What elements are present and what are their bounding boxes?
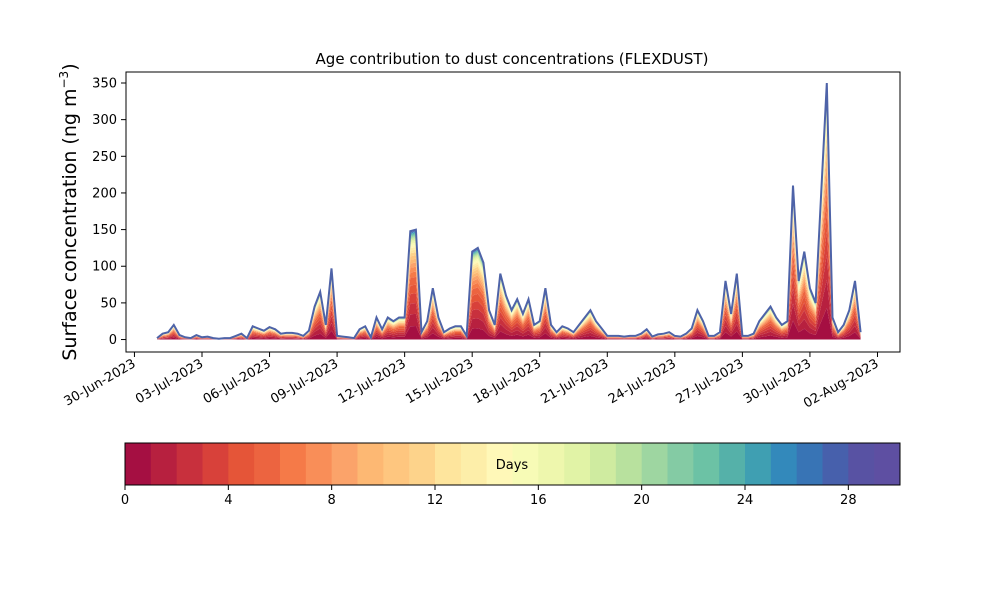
colorbar-bin [693,443,720,485]
colorbar-bin [228,443,255,485]
colorbar-tick-label: 28 [840,493,857,508]
colorbar-bin [331,443,358,485]
colorbar-bin [202,443,229,485]
colorbar-tick-label: 24 [737,493,754,508]
colorbar-tick-label: 16 [530,493,547,508]
svg-text:Surface concentration (ng m−3): Surface concentration (ng m−3) [57,63,81,360]
y-axis: 0 50 100 150 200 250 300 350 [92,76,126,348]
colorbar-bin [590,443,617,485]
plot-frame [125,71,901,353]
colorbar-tick-label: 12 [427,493,444,508]
x-tick-label: 12-Jul-2023 [336,356,409,407]
colorbar [125,443,901,485]
x-tick-label: 09-Jul-2023 [268,356,341,407]
y-tick-label: 0 [109,333,117,348]
x-tick-label: 15-Jul-2023 [403,356,476,407]
colorbar-tick-label: 4 [224,493,232,508]
x-tick-label: 24-Jul-2023 [606,356,679,407]
colorbar-bin [357,443,384,485]
colorbar-tick-label: 8 [328,493,336,508]
y-tick-label: 200 [92,186,117,201]
y-tick-label: 300 [92,113,117,128]
colorbar-bin [641,443,668,485]
y-tick-label: 100 [92,260,117,275]
colorbar-bin [848,443,875,485]
y-axis-label-exponent: −3 [57,71,71,89]
colorbar-bin [770,443,798,485]
colorbar-bin [745,443,772,485]
x-tick-label: 18-Jul-2023 [471,356,544,407]
colorbar-bin [435,443,462,485]
colorbar-tick-label: 20 [633,493,650,508]
x-tick-label: 03-Jul-2023 [133,356,206,407]
colorbar-bin [125,443,152,485]
x-tick-label: 21-Jul-2023 [538,356,611,407]
colorbar-bin [874,443,901,485]
y-axis-label: Surface concentration (ng m−3) [57,63,81,360]
colorbar-bin [667,443,694,485]
colorbar-bin [796,443,823,485]
y-tick-label: 250 [92,150,117,165]
colorbar-frame [124,442,901,486]
colorbar-bin [176,443,203,485]
colorbar-bin [486,443,513,485]
x-tick-label: 27-Jul-2023 [674,356,747,407]
colorbar-bin [538,443,565,485]
x-tick-label: 02-Aug-2023 [801,356,881,411]
total-outline [156,82,862,341]
colorbar-tick-label: 0 [121,493,129,508]
colorbar-ticks: 0 4 8 12 16 20 24 28 [121,485,857,508]
y-tick-label: 150 [92,223,117,238]
colorbar-bin [822,443,849,485]
chart-title: Age contribution to dust concentrations … [316,50,709,68]
colorbar-label: Days [496,458,529,473]
colorbar-bin [150,443,178,485]
y-tick-label: 50 [100,296,117,311]
colorbar-bin [615,443,643,485]
colorbar-bin [305,443,333,485]
total-concentration-line [156,82,862,341]
colorbar-bin [254,443,281,485]
x-axis: 30-Jun-202303-Jul-202306-Jul-202309-Jul-… [62,352,881,412]
y-axis-label-text: Surface concentration (ng m [59,89,81,361]
colorbar-bin [512,443,539,485]
colorbar-bin [564,443,591,485]
y-axis-label-close: ) [59,63,81,70]
stacked-area-layers [157,83,861,340]
y-tick-label: 350 [92,76,117,91]
x-tick-label: 30-Jun-2023 [62,356,139,409]
colorbar-bin [409,443,436,485]
colorbar-bin [460,443,488,485]
colorbar-bin [719,443,746,485]
colorbar-bin [383,443,410,485]
colorbar-bin [280,443,307,485]
area-layer-day-0 [157,308,861,340]
x-tick-label: 06-Jul-2023 [201,356,274,407]
